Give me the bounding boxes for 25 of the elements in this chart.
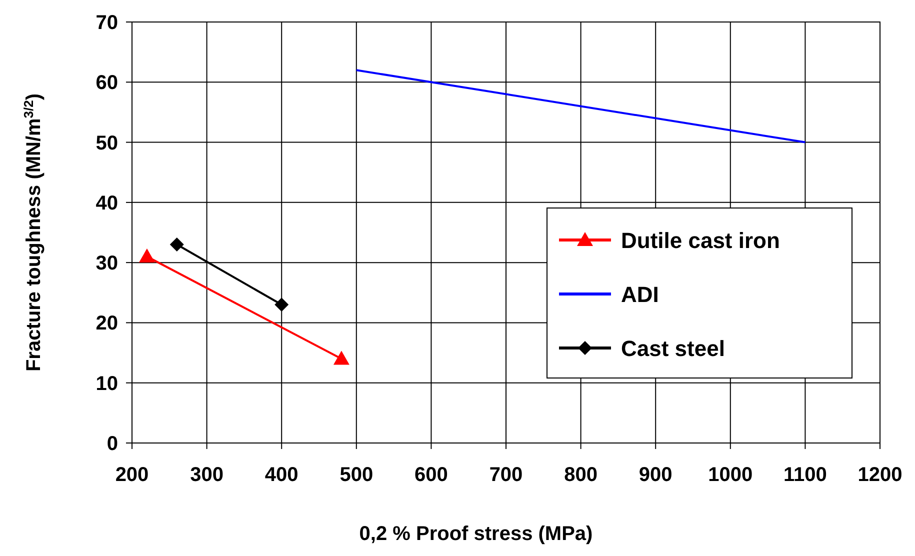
x-tick-label: 1000 bbox=[708, 464, 753, 486]
y-tick-label: 0 bbox=[106, 433, 118, 455]
legend-label: ADI bbox=[621, 282, 659, 307]
x-tick-label: 600 bbox=[414, 464, 448, 486]
x-tick-label: 300 bbox=[190, 464, 224, 486]
point bbox=[274, 298, 289, 312]
point bbox=[170, 238, 184, 252]
x-axis-title: 0,2 % Proof stress (MPa) bbox=[359, 523, 593, 545]
x-tick-label: 400 bbox=[264, 464, 298, 486]
x-tick-label: 700 bbox=[489, 464, 523, 486]
legend-label: Cast steel bbox=[621, 336, 725, 361]
x-tick-label: 1100 bbox=[784, 464, 827, 486]
x-tick-label: 200 bbox=[115, 464, 149, 486]
y-tick-label: 60 bbox=[96, 72, 118, 94]
y-tick-label: 40 bbox=[96, 192, 118, 214]
x-tick-label: 900 bbox=[638, 464, 672, 486]
y-tick-label: 20 bbox=[96, 312, 118, 335]
y-tick-label: 30 bbox=[96, 252, 118, 275]
y-tick-label: 50 bbox=[96, 132, 118, 154]
y-tick-label: 10 bbox=[96, 372, 118, 395]
x-tick-label: 800 bbox=[564, 464, 598, 486]
x-tick-label: 1200 bbox=[858, 464, 902, 486]
y-tick-label: 70 bbox=[96, 12, 118, 34]
x-tick-label: 500 bbox=[340, 464, 374, 486]
legend-label: Dutile cast iron bbox=[621, 228, 780, 253]
